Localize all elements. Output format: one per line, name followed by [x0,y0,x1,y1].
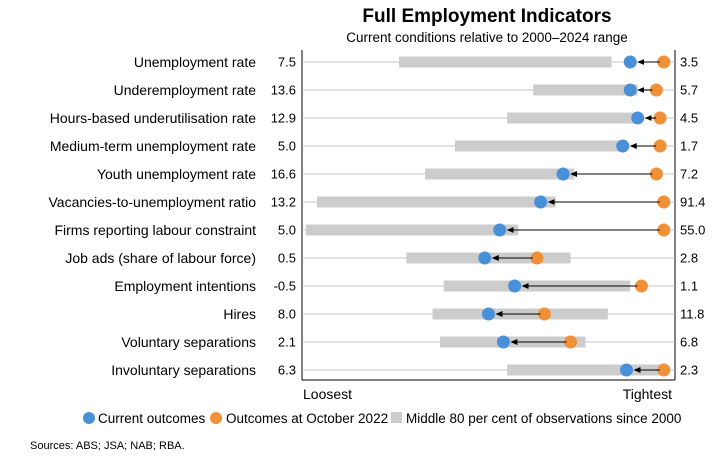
current-dot [623,83,637,97]
oct-2022-dot [657,55,671,69]
legend: Current outcomes Outcomes at October 202… [83,411,681,426]
tightest-value: 7.2 [680,167,698,182]
indicator-row: Firms reporting labour constraint 5.0 55.0 [54,222,705,238]
indicator-label: Medium-term unemployment rate [50,138,256,154]
tightest-value: 2.3 [680,363,698,378]
current-dot [534,195,548,209]
current-dot [620,363,634,377]
chart-subtitle: Current conditions relative to 2000–2024… [346,30,627,45]
tightest-value: 2.8 [680,251,698,266]
indicator-row: Involuntary separations 6.3 2.3 [111,362,698,378]
legend-current-label: Current outcomes [98,411,206,426]
current-dot [508,279,522,293]
indicator-label: Firms reporting labour constraint [54,222,256,238]
loosest-value: 6.3 [278,363,296,378]
current-dot [623,55,637,69]
tightest-value: 11.8 [680,307,704,322]
loosest-value: 13.2 [271,195,296,210]
tightest-value: 3.5 [680,55,698,70]
indicator-row: Hires 8.0 11.8 [223,306,704,322]
loosest-value: 7.5 [278,55,296,70]
tightest-value: 91.4 [680,195,705,210]
indicator-label: Voluntary separations [121,334,256,350]
tightest-value: 4.5 [680,111,698,126]
indicator-row: Voluntary separations 2.1 6.8 [121,334,698,350]
oct-2022-dot [657,195,671,209]
legend-oct2022-marker [210,412,222,424]
indicator-row: Youth unemployment rate 16.6 7.2 [97,166,698,182]
x-axis-right-label: Tightest [623,386,672,402]
indicator-label: Job ads (share of labour force) [65,250,256,266]
indicator-label: Employment intentions [114,278,256,294]
current-dot [616,139,630,153]
indicator-label: Hours-based underutilisation rate [50,110,256,126]
tightest-value: 1.7 [680,139,698,154]
current-dot [493,223,507,237]
legend-oct2022-label: Outcomes at October 2022 [226,411,388,426]
current-dot [478,251,492,265]
current-dot [556,167,570,181]
indicator-label: Underemployment rate [114,82,257,98]
middle-80-band [533,84,638,96]
middle-80-band [507,112,634,124]
middle-80-band [398,56,612,68]
loosest-value: 12.9 [271,111,296,126]
indicator-label: Hires [223,306,256,322]
oct-2022-dot [530,251,544,265]
chart-title: Full Employment Indicators [362,6,611,27]
middle-80-band [425,168,575,180]
indicator-label: Youth unemployment rate [97,166,256,182]
middle-80-band [454,140,627,152]
indicator-label: Unemployment rate [134,54,256,70]
current-dot [631,111,645,125]
current-dot [482,307,495,321]
oct-2022-dot [649,167,663,181]
loosest-value: 0.5 [278,251,296,266]
oct-2022-dot [649,83,663,97]
loosest-value: 16.6 [271,167,296,182]
indicator-row: Employment intentions -0.5 1.1 [114,278,698,294]
indicator-row: Job ads (share of labour force) 0.5 2.8 [65,250,698,266]
sources-note: Sources: ABS; JSA; NAB; RBA. [30,440,185,452]
loosest-value: -0.5 [274,279,296,294]
legend-band-marker [391,412,402,423]
legend-band-label: Middle 80 per cent of observations since… [406,411,681,426]
indicator-row: Underemployment rate 13.6 5.7 [114,82,698,98]
loosest-value: 5.0 [278,139,296,154]
tightest-value: 1.1 [680,279,698,294]
oct-2022-dot [537,307,551,321]
oct-2022-dot [653,139,667,153]
oct-2022-dot [657,363,671,377]
oct-2022-dot [634,279,648,293]
x-axis-left-label: Loosest [303,386,352,402]
indicator-label: Involuntary separations [111,362,256,378]
oct-2022-dot [564,335,578,349]
indicator-row: Medium-term unemployment rate 5.0 1.7 [50,138,698,154]
indicator-rows: Unemployment rate 7.5 3.5 Underemployment r… [48,54,705,378]
loosest-value: 2.1 [278,335,296,350]
loosest-value: 5.0 [278,223,296,238]
indicator-row: Unemployment rate 7.5 3.5 [134,54,698,70]
indicator-row: Vacancies-to-unemployment ratio 13.2 91.4 [48,194,705,210]
indicator-row: Hours-based underutilisation rate 12.9 4.5 [50,110,698,126]
loosest-value: 8.0 [278,307,296,322]
middle-80-band [316,196,556,208]
oct-2022-dot [653,111,667,125]
indicator-label: Vacancies-to-unemployment ratio [48,194,256,210]
tightest-value: 55.0 [680,223,705,238]
oct-2022-dot [657,223,671,237]
current-dot [496,335,510,349]
middle-80-band [305,224,519,236]
tightest-value: 5.7 [680,83,698,98]
legend-current-marker [83,412,95,424]
tightest-value: 6.8 [680,335,698,350]
loosest-value: 13.6 [271,83,296,98]
middle-80-band [507,364,664,376]
